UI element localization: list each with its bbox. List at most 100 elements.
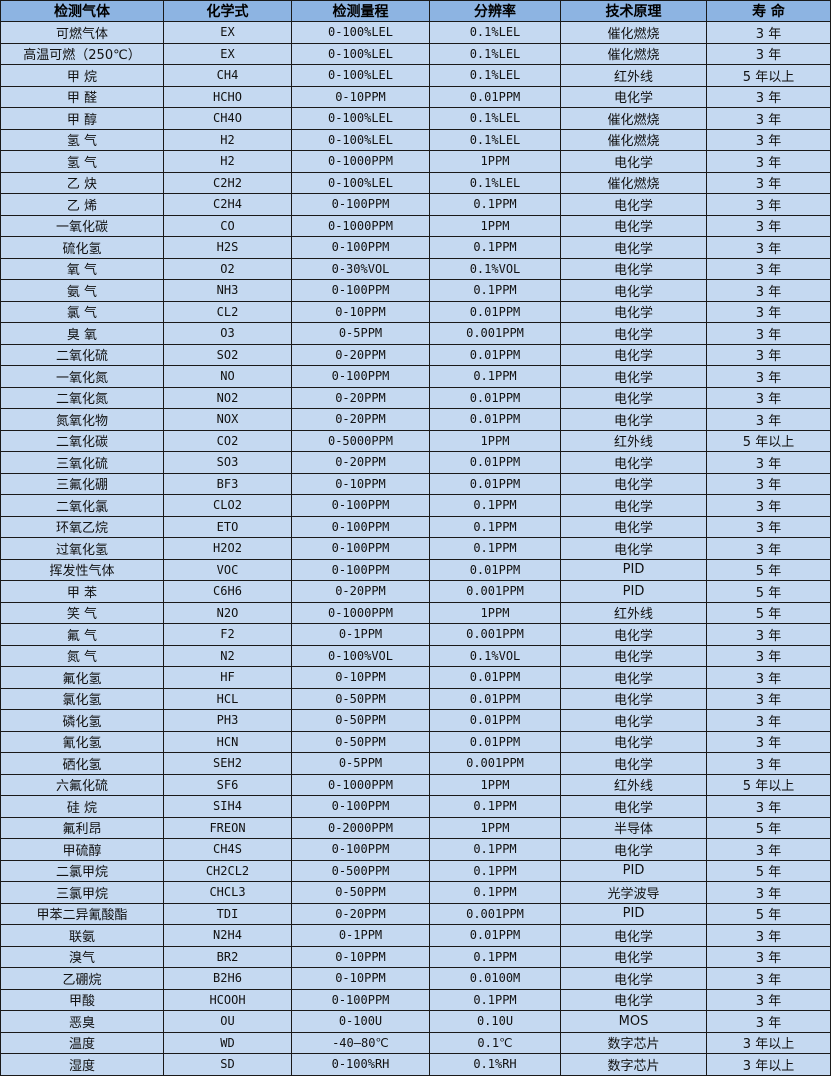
- cell-resolution: 0.10U: [429, 1010, 561, 1033]
- cell-lifespan: 3 年: [706, 279, 831, 302]
- cell-lifespan: 3 年: [706, 881, 831, 904]
- cell-range: 0-20PPM: [291, 408, 430, 431]
- cell-gas: 联氨: [0, 924, 164, 947]
- table-row: 二氯甲烷 CH2CL2 0-500PPM 0.1PPM PID 5 年: [0, 859, 831, 882]
- cell-principle: 电化学: [560, 257, 707, 280]
- cell-lifespan: 3 年: [706, 709, 831, 732]
- cell-formula: H2: [163, 128, 292, 151]
- cell-gas: 温度: [0, 1031, 164, 1054]
- cell-gas: 二氯甲烷: [0, 859, 164, 882]
- table-row: 温度 WD -40—80℃ 0.1℃ 数字芯片 3 年以上: [0, 1031, 831, 1054]
- table-row: 氮氧化物 NOX 0-20PPM 0.01PPM 电化学 3 年: [0, 408, 831, 431]
- cell-range: 0-100%RH: [291, 1053, 430, 1076]
- cell-lifespan: 5 年: [706, 580, 831, 603]
- cell-resolution: 0.1%LEL: [429, 42, 561, 65]
- cell-range: 0-1PPM: [291, 924, 430, 947]
- cell-lifespan: 5 年: [706, 558, 831, 581]
- table-row: 乙 烯 C2H4 0-100PPM 0.1PPM 电化学 3 年: [0, 193, 831, 216]
- cell-gas: 三氯甲烷: [0, 881, 164, 904]
- cell-formula: BF3: [163, 472, 292, 495]
- cell-gas: 甲酸: [0, 988, 164, 1011]
- cell-resolution: 0.001PPM: [429, 623, 561, 646]
- cell-formula: HCOOH: [163, 988, 292, 1011]
- cell-principle: 红外线: [560, 64, 707, 87]
- cell-lifespan: 3 年以上: [706, 1053, 831, 1076]
- cell-lifespan: 3 年: [706, 193, 831, 216]
- cell-range: 0-100PPM: [291, 515, 430, 538]
- table-row: 甲 烷 CH4 0-100%LEL 0.1%LEL 红外线 5 年以上: [0, 64, 831, 87]
- cell-range: 0-10PPM: [291, 945, 430, 968]
- cell-lifespan: 3 年: [706, 924, 831, 947]
- cell-lifespan: 3 年: [706, 795, 831, 818]
- table-row: 甲 醇 CH4O 0-100%LEL 0.1%LEL 催化燃烧 3 年: [0, 107, 831, 130]
- cell-formula: O3: [163, 322, 292, 345]
- cell-formula: N2O: [163, 601, 292, 624]
- cell-formula: CO: [163, 214, 292, 237]
- cell-gas: 氯 气: [0, 300, 164, 323]
- cell-range: 0-100PPM: [291, 988, 430, 1011]
- cell-gas: 二氧化氮: [0, 386, 164, 409]
- table-row: 二氧化氮 NO2 0-20PPM 0.01PPM 电化学 3 年: [0, 386, 831, 409]
- cell-range: 0-10PPM: [291, 472, 430, 495]
- table-row: 三氯甲烷 CHCL3 0-50PPM 0.1PPM 光学波导 3 年: [0, 881, 831, 904]
- cell-formula: SF6: [163, 773, 292, 796]
- cell-lifespan: 3 年: [706, 945, 831, 968]
- table-row: 过氧化氢 H2O2 0-100PPM 0.1PPM 电化学 3 年: [0, 537, 831, 560]
- cell-gas: 溴气: [0, 945, 164, 968]
- cell-resolution: 0.1%LEL: [429, 64, 561, 87]
- cell-range: 0-20PPM: [291, 386, 430, 409]
- cell-principle: 电化学: [560, 85, 707, 108]
- cell-principle: 催化燃烧: [560, 107, 707, 130]
- cell-gas: 甲 烷: [0, 64, 164, 87]
- cell-formula: EX: [163, 42, 292, 65]
- cell-range: 0-5PPM: [291, 322, 430, 345]
- cell-principle: 电化学: [560, 623, 707, 646]
- cell-principle: 电化学: [560, 666, 707, 689]
- cell-principle: 电化学: [560, 752, 707, 775]
- cell-principle: 电化学: [560, 300, 707, 323]
- cell-principle: 数字芯片: [560, 1031, 707, 1054]
- cell-gas: 可燃气体: [0, 21, 164, 44]
- cell-formula: CH4O: [163, 107, 292, 130]
- table-row: 甲 醛 HCHO 0-10PPM 0.01PPM 电化学 3 年: [0, 85, 831, 108]
- cell-gas: 甲 醛: [0, 85, 164, 108]
- cell-lifespan: 3 年: [706, 472, 831, 495]
- cell-range: 0-50PPM: [291, 881, 430, 904]
- cell-range: 0-100PPM: [291, 795, 430, 818]
- cell-resolution: 0.01PPM: [429, 709, 561, 732]
- cell-gas: 过氧化氢: [0, 537, 164, 560]
- cell-resolution: 0.1%VOL: [429, 644, 561, 667]
- cell-lifespan: 5 年: [706, 859, 831, 882]
- cell-formula: VOC: [163, 558, 292, 581]
- table-row: 氢 气 H2 0-1000PPM 1PPM 电化学 3 年: [0, 150, 831, 173]
- cell-range: 0-100PPM: [291, 193, 430, 216]
- cell-resolution: 0.1PPM: [429, 515, 561, 538]
- cell-lifespan: 3 年: [706, 107, 831, 130]
- cell-resolution: 0.1PPM: [429, 279, 561, 302]
- cell-range: 0-10PPM: [291, 300, 430, 323]
- cell-formula: NOX: [163, 408, 292, 431]
- cell-gas: 硅 烷: [0, 795, 164, 818]
- cell-resolution: 0.01PPM: [429, 386, 561, 409]
- cell-range: 0-20PPM: [291, 343, 430, 366]
- cell-principle: 电化学: [560, 451, 707, 474]
- cell-resolution: 0.01PPM: [429, 451, 561, 474]
- cell-lifespan: 3 年: [706, 42, 831, 65]
- cell-resolution: 0.1PPM: [429, 193, 561, 216]
- cell-formula: TDI: [163, 902, 292, 925]
- cell-range: 0-100PPM: [291, 236, 430, 259]
- cell-range: 0-100PPM: [291, 494, 430, 517]
- cell-resolution: 1PPM: [429, 601, 561, 624]
- cell-range: 0-1000PPM: [291, 150, 430, 173]
- cell-principle: 电化学: [560, 494, 707, 517]
- table-row: 氧 气 O2 0-30%VOL 0.1%VOL 电化学 3 年: [0, 257, 831, 280]
- table-row: 溴气 BR2 0-10PPM 0.1PPM 电化学 3 年: [0, 945, 831, 968]
- cell-resolution: 0.001PPM: [429, 322, 561, 345]
- cell-gas: 甲 苯: [0, 580, 164, 603]
- cell-principle: 电化学: [560, 386, 707, 409]
- table-row: 硅 烷 SIH4 0-100PPM 0.1PPM 电化学 3 年: [0, 795, 831, 818]
- cell-gas: 乙 炔: [0, 171, 164, 194]
- cell-formula: BR2: [163, 945, 292, 968]
- cell-range: 0-500PPM: [291, 859, 430, 882]
- cell-principle: 半导体: [560, 816, 707, 839]
